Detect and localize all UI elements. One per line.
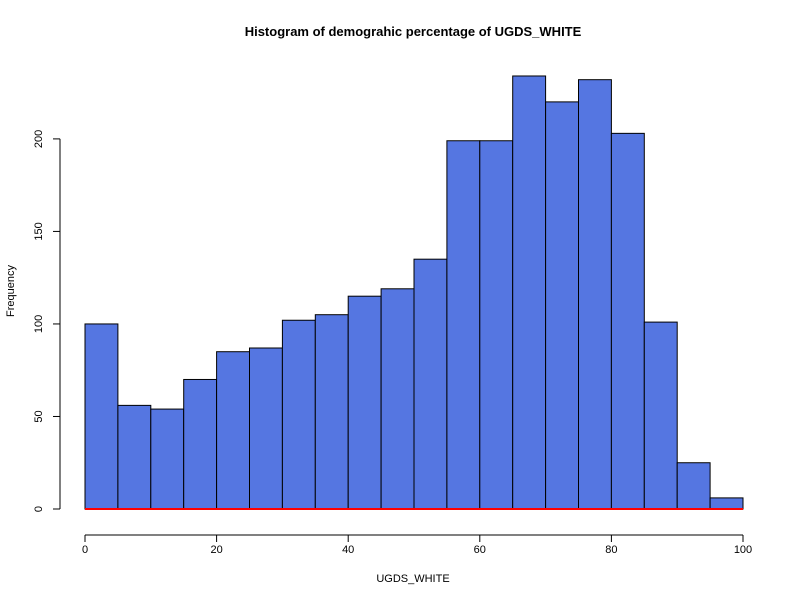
- x-tick-label: 20: [210, 544, 222, 556]
- y-tick-label: 50: [33, 410, 45, 422]
- histogram-bar: [709, 497, 744, 510]
- y-tick-label: 0: [33, 506, 45, 512]
- bars-group: [84, 75, 744, 510]
- chart-title: Histogram of demograhic percentage of UG…: [245, 24, 582, 39]
- histogram-bar: [150, 408, 185, 510]
- histogram-bar: [380, 288, 415, 510]
- histogram-bar: [545, 101, 579, 510]
- histogram-bar: [249, 347, 283, 510]
- y-tick-label: 150: [33, 222, 45, 240]
- x-tick-label: 40: [342, 544, 354, 556]
- x-tick-label: 60: [474, 544, 486, 556]
- histogram-bar: [643, 321, 678, 510]
- histogram-bar: [446, 140, 481, 510]
- y-axis: 0 50 100 150 200: [33, 130, 61, 512]
- histogram-bar: [578, 79, 612, 510]
- x-tick-label: 100: [734, 544, 752, 556]
- x-tick-label: 0: [82, 544, 88, 556]
- histogram-bar: [183, 378, 218, 510]
- histogram-bar: [314, 314, 349, 510]
- y-tick-label: 200: [33, 130, 45, 148]
- histogram-bar: [216, 351, 251, 510]
- histogram-bar: [347, 295, 382, 510]
- x-axis-label: UGDS_WHITE: [376, 573, 449, 585]
- histogram-bar: [117, 404, 152, 510]
- histogram-bar: [479, 140, 514, 510]
- histogram-bar: [281, 319, 316, 510]
- y-tick-label: 100: [33, 315, 45, 333]
- histogram-bar: [512, 75, 547, 510]
- y-axis-label: Frequency: [5, 265, 17, 317]
- histogram-bar: [84, 323, 119, 510]
- x-axis: 0 20 40 60 80 100: [82, 534, 752, 556]
- x-tick-label: 80: [605, 544, 617, 556]
- histogram-bar: [676, 462, 711, 510]
- histogram-bar: [413, 258, 448, 510]
- histogram-bar: [610, 132, 645, 510]
